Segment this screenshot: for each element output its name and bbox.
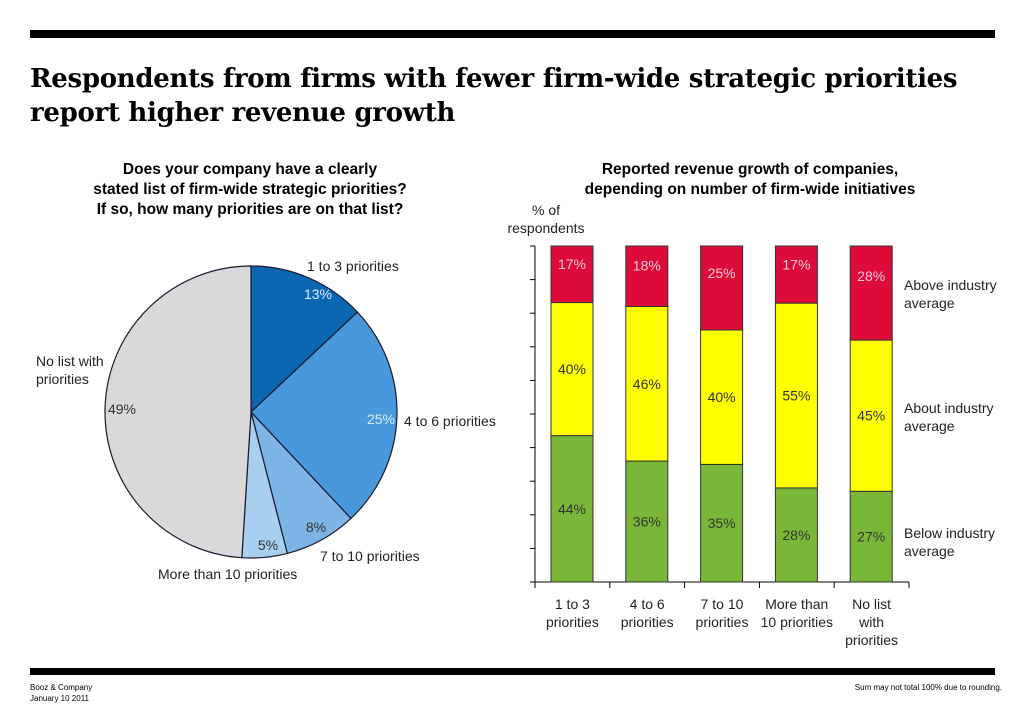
pie-category-label: 1 to 3 priorities: [307, 258, 399, 274]
x-tick-label: No list with priorities: [845, 596, 898, 648]
top-rule: [30, 30, 995, 38]
bar-value-label: 40%: [708, 389, 736, 405]
bar-chart-title: Reported revenue growth of companies, de…: [584, 161, 916, 198]
pie-value-label: 8%: [306, 519, 326, 535]
x-tick-label: 7 to 10 priorities: [696, 596, 749, 630]
bar-segment: [625, 245, 669, 307]
bottom-rule: [30, 668, 995, 675]
bar-value-label: 45%: [857, 408, 885, 424]
footer-note: Sum may not total 100% due to rounding.: [854, 683, 1002, 692]
pie-value-label: 5%: [258, 537, 278, 553]
pie-chart-title: Does your company have a clearly stated …: [93, 161, 407, 218]
bar-value-label: 18%: [633, 257, 661, 273]
bar-value-label: 44%: [558, 501, 586, 517]
pie-slice: [250, 265, 359, 414]
pie-value-label: 49%: [108, 401, 136, 417]
bar-value-label: 27%: [857, 529, 885, 545]
bar-segment: [550, 245, 594, 304]
pie-category-label: 7 to 10 priorities: [320, 548, 420, 564]
bar-segment: [774, 487, 818, 583]
bar-segment: [700, 245, 744, 331]
x-tick-label: More than 10 priorities: [761, 596, 833, 630]
pie-category-label: 4 to 6 priorities: [404, 413, 496, 429]
bar-value-label: 25%: [708, 265, 736, 281]
pie-value-label: 25%: [367, 411, 395, 427]
bar-segment: [774, 302, 818, 489]
pie-category-label: No list with priorities: [36, 353, 104, 387]
bar-segment: [550, 302, 594, 437]
x-tick-label: 4 to 6 priorities: [621, 596, 674, 630]
y-axis-label: % of respondents: [507, 202, 584, 236]
bar-value-label: 17%: [558, 256, 586, 272]
bar-segment: [700, 329, 744, 465]
bar-segment: [700, 463, 744, 583]
bar-segment: [849, 339, 893, 492]
series-label: Below industry average: [904, 525, 995, 559]
footer-source: Booz & Company January 10 2011: [30, 683, 93, 703]
bar-value-label: 28%: [782, 527, 810, 543]
bar-segment: [774, 245, 818, 304]
bar-segment: [625, 305, 669, 462]
bar-segment: [550, 435, 594, 583]
bar-segment: [625, 460, 669, 583]
pie-value-label: 13%: [304, 286, 332, 302]
series-label: About industry average: [904, 400, 994, 434]
bar-value-label: 36%: [633, 514, 661, 530]
series-label: Above industry average: [904, 277, 997, 311]
pie-slice: [104, 265, 252, 559]
bar-value-label: 40%: [558, 361, 586, 377]
pie-slice: [250, 311, 398, 520]
bar-value-label: 17%: [782, 256, 810, 272]
bar-value-label: 46%: [633, 376, 661, 392]
page-title: Respondents from firms with fewer firm-w…: [30, 64, 958, 128]
x-tick-label: 1 to 3 priorities: [546, 596, 599, 630]
bar-segment: [849, 245, 893, 341]
bar-value-label: 28%: [857, 268, 885, 284]
pie-category-label: More than 10 priorities: [158, 566, 297, 582]
bar-value-label: 55%: [782, 388, 810, 404]
bar-value-label: 35%: [708, 515, 736, 531]
bar-segment: [849, 490, 893, 583]
